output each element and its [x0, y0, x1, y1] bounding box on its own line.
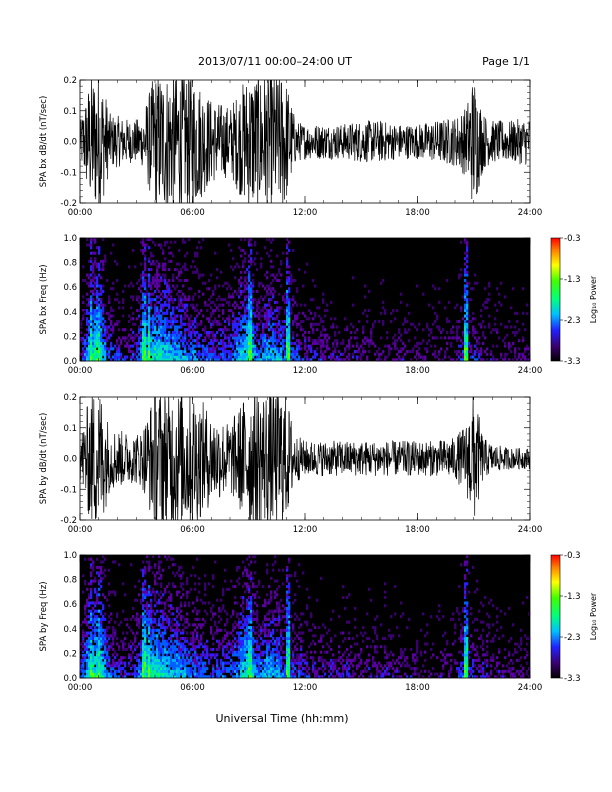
- y-tick-label: 0.8: [63, 576, 77, 586]
- x-tick-label: 18:00: [405, 525, 430, 535]
- panel-3: -0.2 -0.1 0.0 0.1 0.2 00:00 06:00 12:00 18:00 24:…: [39, 393, 543, 535]
- colorbar-tick-label: -0.3: [564, 234, 581, 244]
- x-tick-label: 18:00: [405, 683, 430, 693]
- x-tick-label: 24:00: [518, 525, 543, 535]
- y-tick-label: 0.0: [63, 138, 77, 148]
- panel-1: -0.2 -0.1 0.0 0.1 0.2 00:00 06:00 12:00 18:00 24:…: [39, 76, 543, 218]
- y-tick-label: 0.2: [63, 76, 77, 86]
- colorbar-label: Log₁₀ Power: [589, 592, 598, 640]
- colorbar-tick-label: -1.3: [564, 275, 581, 285]
- colorbar-tick-label: -3.3: [564, 357, 581, 367]
- colorbar: [550, 554, 561, 679]
- y-tick-label: 0.2: [63, 649, 77, 659]
- y-tick-label: 0.6: [63, 283, 77, 293]
- y-tick-label: 0.0: [63, 357, 77, 367]
- x-tick-label: 12:00: [293, 525, 318, 535]
- colorbar-tick-label: -1.3: [564, 592, 581, 602]
- colorbar-tick-label: -3.3: [564, 674, 581, 684]
- colorbar-tick-label: -2.3: [564, 633, 581, 643]
- y-tick-label: 0.2: [63, 332, 77, 342]
- x-tick-label: 18:00: [405, 208, 430, 218]
- colorbar-label: Log₁₀ Power: [589, 275, 598, 323]
- x-tick-label: 06:00: [180, 525, 205, 535]
- x-tick-label: 06:00: [180, 366, 205, 376]
- x-tick-label: 24:00: [518, 683, 543, 693]
- y-axis-label: SPA by Freq (Hz): [39, 581, 49, 651]
- x-tick-label: 12:00: [293, 366, 318, 376]
- x-axis-label: Universal Time (hh:mm): [216, 712, 349, 725]
- colorbar-tick-label: -2.3: [564, 316, 581, 326]
- x-tick-label: 24:00: [518, 208, 543, 218]
- series-line: [80, 80, 530, 203]
- panels: -0.2 -0.1 0.0 0.1 0.2 00:00 06:00 12:00 18:00 24:…: [39, 76, 598, 693]
- y-tick-label: 0.0: [63, 455, 77, 465]
- y-axis-label: SPA by dB/dt (nT/sec): [39, 413, 49, 505]
- colorbar-tick-label: -0.3: [564, 551, 581, 561]
- y-tick-label: 0.4: [63, 625, 77, 635]
- colorbar: [550, 237, 561, 362]
- y-axis-label: SPA bx dB/dt (nT/sec): [39, 96, 49, 188]
- y-tick-label: 1.0: [63, 551, 77, 561]
- y-tick-label: 0.8: [63, 259, 77, 269]
- page-number: Page 1/1: [482, 55, 530, 68]
- y-tick-label: 1.0: [63, 234, 77, 244]
- y-tick-label: 0.1: [63, 424, 77, 434]
- x-tick-label: 18:00: [405, 366, 430, 376]
- y-tick-label: -0.1: [60, 168, 77, 178]
- y-tick-label: -0.2: [60, 516, 77, 526]
- x-tick-label: 00:00: [68, 366, 93, 376]
- x-tick-label: 06:00: [180, 683, 205, 693]
- x-tick-label: 06:00: [180, 208, 205, 218]
- spectrogram: [80, 555, 531, 679]
- y-tick-label: 0.4: [63, 308, 77, 318]
- x-tick-label: 00:00: [68, 525, 93, 535]
- x-tick-label: 00:00: [68, 208, 93, 218]
- y-tick-label: 0.2: [63, 393, 77, 403]
- y-axis-label: SPA bx Freq (Hz): [39, 264, 49, 334]
- series-line: [80, 397, 530, 520]
- y-tick-label: 0.0: [63, 674, 77, 684]
- x-tick-label: 12:00: [293, 683, 318, 693]
- x-tick-label: 12:00: [293, 208, 318, 218]
- x-tick-label: 24:00: [518, 366, 543, 376]
- page-title: 2013/07/11 00:00–24:00 UT: [198, 55, 352, 68]
- spectrogram: [80, 238, 531, 362]
- y-tick-label: -0.1: [60, 485, 77, 495]
- x-tick-label: 00:00: [68, 683, 93, 693]
- y-tick-label: -0.2: [60, 199, 77, 209]
- panel-4: -0.3 -1.3 -2.3 -3.3 Log₁₀ Power 0.0 0.2 0.4 0.6 0…: [39, 551, 598, 693]
- panel-2: -0.3 -1.3 -2.3 -3.3 Log₁₀ Power 0.0 0.2 0.4 0.6 0…: [39, 234, 598, 376]
- y-tick-label: 0.6: [63, 600, 77, 610]
- y-tick-label: 0.1: [63, 107, 77, 117]
